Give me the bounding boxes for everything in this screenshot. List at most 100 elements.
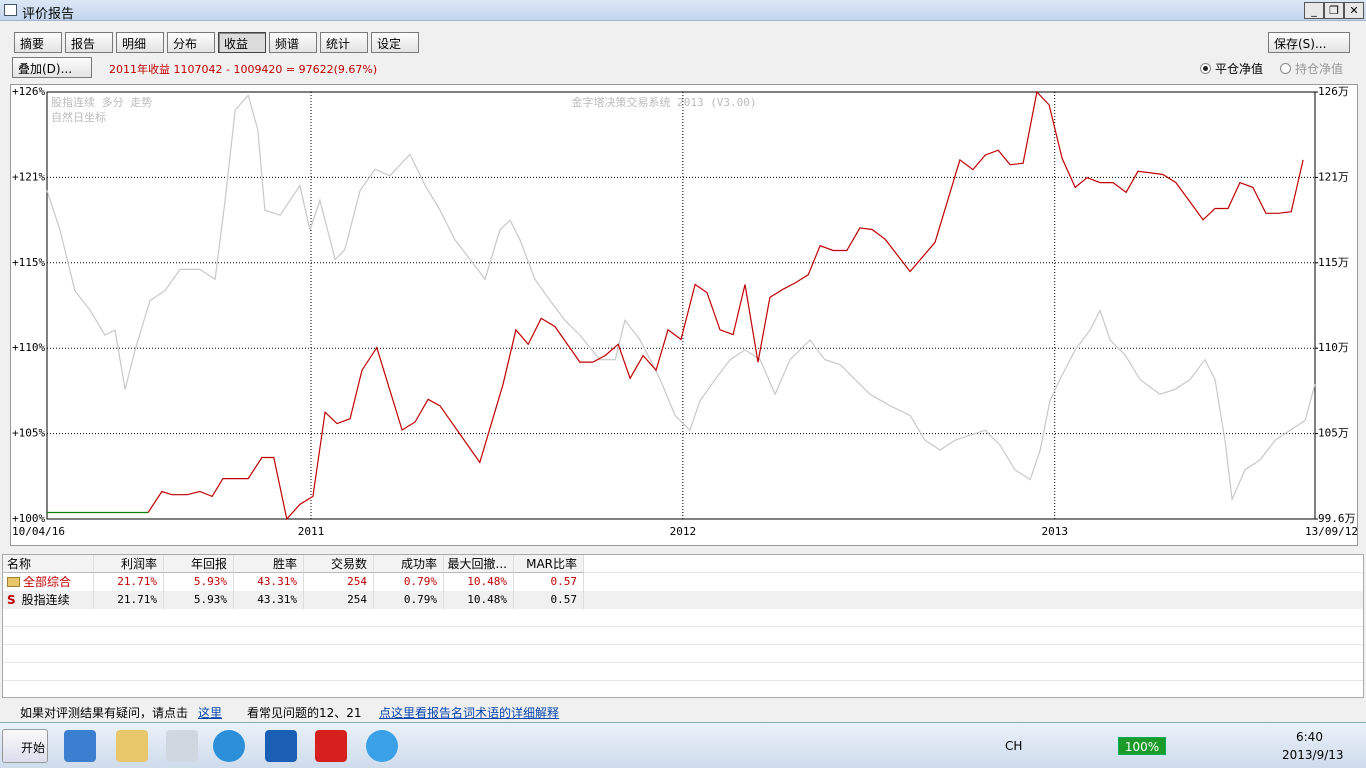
window-title: 评价报告 — [22, 7, 75, 22]
title-bar: 评价报告 _ ❐ ✕ — [0, 0, 1366, 22]
radio-circle — [1200, 63, 1211, 74]
cell-text: 21.71% — [117, 593, 157, 606]
taskbar-icon[interactable] — [366, 730, 398, 762]
cell-text: 0.57 — [550, 575, 578, 588]
table-cell: 10.48% — [444, 591, 514, 609]
cell-text: 10.48% — [467, 575, 507, 588]
cell-text: 43.31% — [257, 575, 297, 588]
y-tick-label: +105% — [12, 427, 45, 440]
tab[interactable]: 收益 — [218, 32, 266, 53]
cell-text: 254 — [347, 575, 367, 588]
save-button[interactable]: 保存(S)... — [1268, 32, 1350, 53]
series-line — [147, 90, 1304, 521]
language[interactable]: CH — [1005, 739, 1023, 753]
tab[interactable]: 统计 — [320, 32, 368, 53]
table-cell: 254 — [304, 573, 374, 591]
tab[interactable]: 分布 — [167, 32, 215, 53]
footer-text: 如果对评测结果有疑问，请点击 — [20, 706, 189, 720]
taskbar-icon[interactable] — [166, 730, 198, 762]
cell-text: 全部综合 — [23, 575, 72, 589]
y2-tick-label: 99.6万 — [1318, 512, 1356, 525]
folder-icon — [7, 577, 20, 587]
column-header: 年回报 — [164, 555, 234, 573]
x-tick-label: 2012 — [670, 525, 697, 538]
cell-text: 0.79% — [403, 575, 437, 588]
annotation: 股指连续 多分 走势 — [51, 95, 152, 109]
footer: 如果对评测结果有疑问，请点击 这里 看常见问题的12、21 点这里看报告名词术语… — [0, 700, 1366, 722]
stats-table: 名称 利润率 年回报 胜率 交易数 成功率 最大回撤... MAR比率全部综合 21.71% 5.… — [2, 554, 1364, 698]
taskbar-icon[interactable] — [213, 730, 245, 762]
battery[interactable]: 100% — [1118, 737, 1166, 755]
cell-text: 0.79% — [403, 593, 437, 606]
radio-label: 平仓净值 — [1215, 62, 1264, 76]
app-icon — [4, 4, 17, 16]
table-row[interactable]: 全部综合 21.71% 5.93% 43.31% 254 0.79% 10.48% 0.57 — [3, 573, 1363, 591]
column-header: 最大回撤... — [444, 555, 514, 573]
y2-tick-label: 126万 — [1318, 85, 1349, 98]
close-button[interactable]: ✕ — [1344, 2, 1364, 19]
footer-link[interactable]: 这里 — [198, 706, 223, 720]
column-header: 名称 — [3, 555, 94, 573]
radio-option[interactable]: 持仓净值 — [1280, 60, 1343, 77]
strategy-icon: S — [7, 593, 16, 607]
cell-text: 254 — [347, 593, 367, 606]
table-cell: 5.93% — [164, 591, 234, 609]
annotation: 自然日坐标 — [51, 110, 106, 124]
table-row[interactable]: S 股指连续 21.71% 5.93% 43.31% 254 0.79% 10.48% 0.57 — [3, 591, 1363, 609]
taskbar-icon[interactable] — [64, 730, 96, 762]
y2-tick-label: 121万 — [1318, 170, 1349, 183]
tab[interactable]: 报告 — [65, 32, 113, 53]
column-header: MAR比率 — [514, 555, 584, 573]
y-tick-label: +121% — [12, 170, 45, 183]
radio-circle — [1280, 63, 1291, 74]
cell-text: 股指连续 — [21, 593, 70, 607]
cell-text: 21.71% — [117, 575, 157, 588]
taskbar-icon[interactable] — [315, 730, 347, 762]
restore-button[interactable]: ❐ — [1324, 2, 1344, 19]
y2-tick-label: 110万 — [1318, 341, 1349, 354]
cell-text: 10.48% — [467, 593, 507, 606]
table-cell: S 股指连续 — [3, 591, 94, 609]
chart: +100% +105% +110% +115% +121% +126% 99.6万 105万 1… — [12, 85, 1358, 538]
y-tick-label: +110% — [12, 341, 45, 354]
column-header: 利润率 — [94, 555, 164, 573]
y2-tick-label: 115万 — [1318, 256, 1349, 269]
table-cell: 43.31% — [234, 573, 304, 591]
column-header: 交易数 — [304, 555, 374, 573]
table-cell: 0.57 — [514, 573, 584, 591]
cell-text: 43.31% — [257, 593, 297, 606]
overlay-button[interactable]: 叠加(D)... — [12, 57, 92, 78]
tab[interactable]: 摘要 — [14, 32, 62, 53]
x-tick-label: 2011 — [298, 525, 325, 538]
table-cell: 0.79% — [374, 573, 444, 591]
x-tick-label: 2013 — [1041, 525, 1068, 538]
y2-tick-label: 105万 — [1318, 427, 1349, 440]
cell-text: 0.57 — [550, 593, 578, 606]
table-cell: 21.71% — [94, 573, 164, 591]
table-cell: 10.48% — [444, 573, 514, 591]
table-header: 名称 利润率 年回报 胜率 交易数 成功率 最大回撤... MAR比率 — [3, 555, 1363, 573]
minimize-button[interactable]: _ — [1304, 2, 1324, 19]
clock-time[interactable]: 6:40 — [1296, 730, 1323, 744]
table-cell: 254 — [304, 591, 374, 609]
taskbar: 开始 CH 100% 6:40 2013/9/13 — [0, 722, 1366, 768]
x-tick-label: 13/09/12 — [1305, 525, 1358, 538]
taskbar-icon[interactable] — [265, 730, 297, 762]
start-button[interactable]: 开始 — [2, 729, 48, 763]
watermark: 金字塔决策交易系统 2013 (V3.00) — [571, 95, 756, 109]
column-header: 成功率 — [374, 555, 444, 573]
y-tick-label: +115% — [12, 256, 45, 269]
table-cell: 5.93% — [164, 573, 234, 591]
tab[interactable]: 设定 — [371, 32, 419, 53]
series-line — [46, 94, 1316, 502]
tab[interactable]: 明细 — [116, 32, 164, 53]
glossary-link[interactable]: 点这里看报告名词术语的详细解释 — [379, 706, 560, 720]
taskbar-icon[interactable] — [116, 730, 148, 762]
radio-label: 持仓净值 — [1295, 62, 1344, 76]
table-cell: 全部综合 — [3, 573, 94, 591]
tab[interactable]: 频谱 — [269, 32, 317, 53]
radio-option[interactable]: 平仓净值 — [1200, 60, 1263, 77]
table-cell: 21.71% — [94, 591, 164, 609]
x-tick-label: 10/04/16 — [12, 525, 65, 538]
clock-date[interactable]: 2013/9/13 — [1282, 748, 1344, 762]
